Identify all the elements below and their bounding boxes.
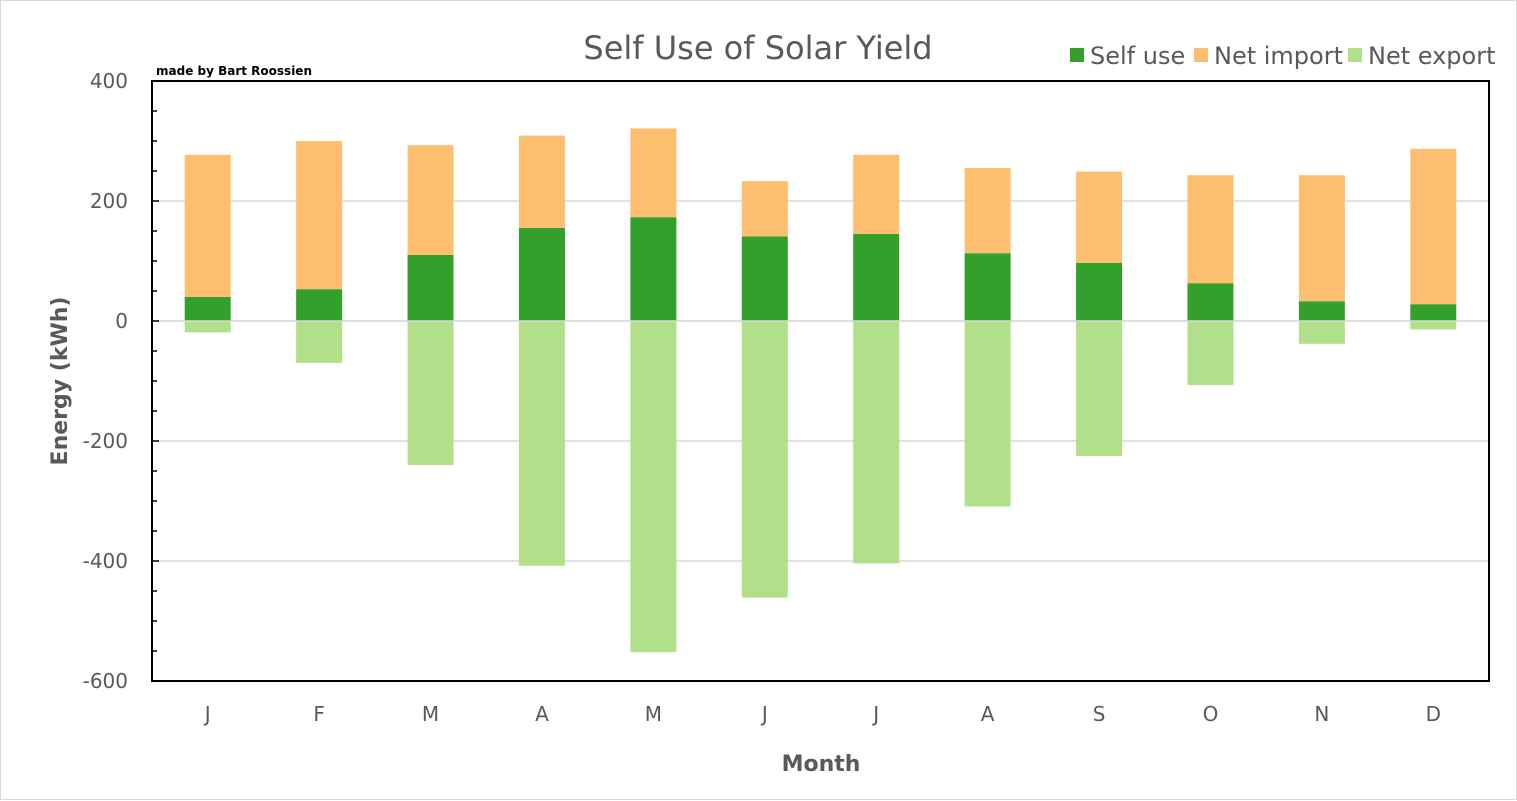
bar-self-use [964, 253, 1011, 321]
x-tick-label: S [1093, 702, 1106, 726]
legend-label: Self use [1090, 42, 1185, 70]
bar-self-use [407, 255, 454, 321]
bar-self-use [853, 234, 900, 321]
y-tick-label: -200 [83, 429, 128, 453]
bar-net-import [853, 154, 900, 234]
plot-frame [151, 80, 1490, 682]
legend-item-net-import: Net import [1194, 42, 1343, 70]
x-tick-label: J [871, 702, 879, 726]
x-tick-label: A [981, 702, 995, 726]
x-tick-label: M [645, 702, 662, 726]
axis-layer: 400 200 0 -200 -400 -600 J F M A M J J A S O N D [83, 69, 1490, 726]
legend-item-net-export: Net export [1348, 42, 1496, 70]
bar-net-import [1410, 148, 1457, 305]
bar-net-export [407, 321, 454, 465]
bar-net-export [518, 321, 565, 566]
x-tick-label: J [760, 702, 768, 726]
bar-net-import [184, 154, 231, 297]
bar-net-import [964, 168, 1011, 254]
bar-self-use [296, 289, 343, 321]
bar-self-use [1298, 301, 1345, 321]
legend-item-self-use: Self use [1070, 42, 1185, 70]
x-tick-label: D [1426, 702, 1441, 726]
legend: Self use Net import Net export [1070, 42, 1496, 70]
x-tick-label: N [1314, 702, 1329, 726]
bar-self-use [1410, 304, 1457, 321]
bar-net-export [184, 321, 231, 333]
bar-net-import [741, 181, 788, 237]
x-tick-label: J [203, 702, 211, 726]
bar-net-export [1187, 321, 1234, 386]
bar-net-import [1187, 175, 1234, 284]
bar-self-use [741, 236, 788, 321]
bar-self-use [518, 228, 565, 321]
legend-label: Net import [1214, 42, 1343, 70]
bar-net-export [741, 321, 788, 598]
bar-net-import [1076, 171, 1123, 263]
chart-title: Self Use of Solar Yield [583, 29, 932, 67]
bar-net-export [296, 321, 343, 363]
bar-net-export [1298, 321, 1345, 344]
grid-layer [152, 200, 1489, 562]
bar-net-export [1076, 321, 1123, 456]
y-tick-label: 0 [115, 309, 128, 333]
legend-swatch [1070, 48, 1084, 62]
bar-self-use [1076, 262, 1123, 321]
x-axis-title: Month [782, 752, 861, 777]
y-tick-label: 400 [90, 69, 128, 93]
bar-self-use [1187, 283, 1234, 321]
legend-swatch [1194, 48, 1208, 62]
legend-label: Net export [1368, 42, 1496, 70]
bars-layer [184, 128, 1457, 653]
chart-credit: made by Bart Roossien [156, 64, 312, 78]
bar-net-export [964, 321, 1011, 507]
x-tick-label: O [1203, 702, 1219, 726]
x-tick-label: A [535, 702, 549, 726]
x-tick-label: M [422, 702, 439, 726]
bar-net-import [518, 135, 565, 228]
y-tick-label: 200 [90, 189, 128, 213]
bar-net-export [630, 321, 677, 653]
bar-net-import [630, 128, 677, 218]
bar-net-import [1298, 175, 1345, 302]
bar-net-import [407, 145, 454, 255]
bar-self-use [184, 297, 231, 321]
bar-net-export [853, 321, 900, 564]
y-tick-label: -600 [83, 669, 128, 693]
bar-net-import [296, 141, 343, 290]
bar-net-export [1410, 321, 1457, 330]
y-tick-label: -400 [83, 549, 128, 573]
x-tick-label: F [313, 702, 325, 726]
bar-self-use [630, 217, 677, 321]
legend-swatch [1348, 48, 1362, 62]
y-axis-title: Energy (kWh) [48, 297, 73, 466]
